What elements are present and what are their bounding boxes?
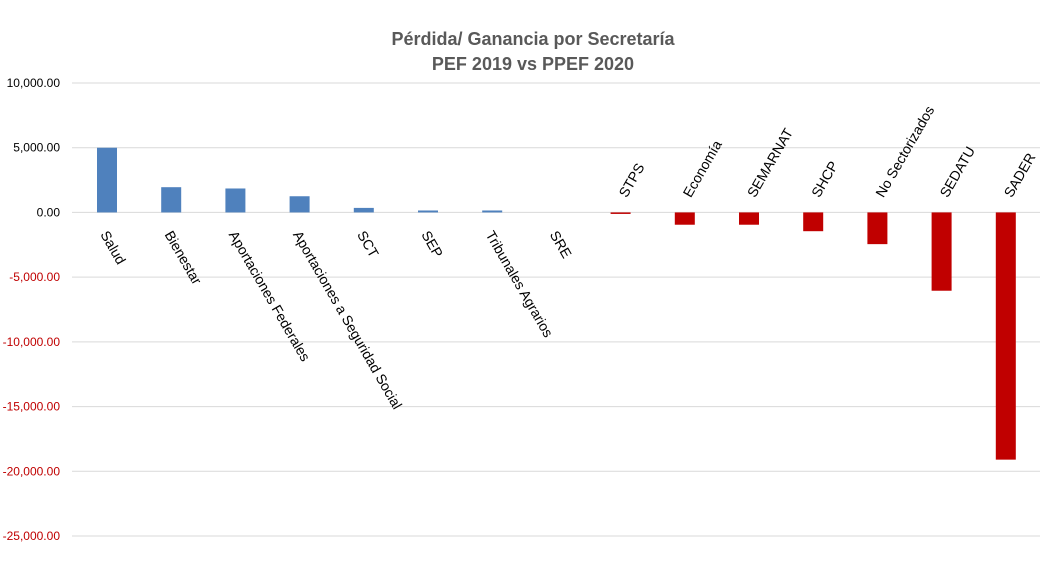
bar <box>418 210 438 213</box>
y-tick-label: -10,000.00 <box>3 335 61 349</box>
bar <box>161 187 182 213</box>
category-label: SADER <box>1001 150 1039 200</box>
category-label: Bienestar <box>162 228 206 288</box>
chart-title: Pérdida/ Ganancia por Secretaría <box>391 29 675 49</box>
y-tick-label: 5,000.00 <box>13 141 60 155</box>
bar <box>867 212 888 245</box>
category-label: Tribunales Agrarios <box>483 228 557 340</box>
chart-subtitle: PEF 2019 vs PPEF 2020 <box>432 54 634 74</box>
category-label: SCT <box>354 228 382 261</box>
bar <box>931 212 952 291</box>
category-label: SEDATU <box>936 144 978 200</box>
category-label: Economía <box>680 137 725 200</box>
category-label: STPS <box>615 160 647 200</box>
y-tick-label: -20,000.00 <box>3 464 61 478</box>
category-label: SEP <box>418 228 446 260</box>
bar <box>610 212 631 214</box>
y-tick-label: -5,000.00 <box>9 270 60 284</box>
bars <box>97 147 1016 460</box>
category-label: No Sectorizados <box>872 103 937 200</box>
category-label: Salud <box>97 228 129 267</box>
y-tick-label: 0.00 <box>37 205 61 219</box>
bar <box>674 212 695 225</box>
y-tick-label: -25,000.00 <box>3 529 61 543</box>
bar <box>97 147 117 213</box>
category-label: SEMARNAT <box>744 125 796 200</box>
bar <box>995 212 1016 460</box>
category-labels: Salud Bienestar Aportaciones FederalesApor… <box>97 103 1038 412</box>
bar <box>482 210 503 213</box>
y-tick-label: 10,000.00 <box>7 76 61 90</box>
y-tick-label: -15,000.00 <box>3 400 61 414</box>
bar <box>739 212 759 225</box>
bar <box>803 212 824 232</box>
category-label: Aportaciones a Seguridad Social <box>290 228 405 412</box>
category-label: SHCP <box>808 158 841 200</box>
category-label: SRE <box>547 228 575 261</box>
bar <box>225 188 246 213</box>
y-axis-tick-labels: 10,000.00 5,000.00 0.00 -5,000.00 -10,000.00… <box>3 76 61 543</box>
bar <box>289 196 310 213</box>
bar <box>353 207 374 213</box>
